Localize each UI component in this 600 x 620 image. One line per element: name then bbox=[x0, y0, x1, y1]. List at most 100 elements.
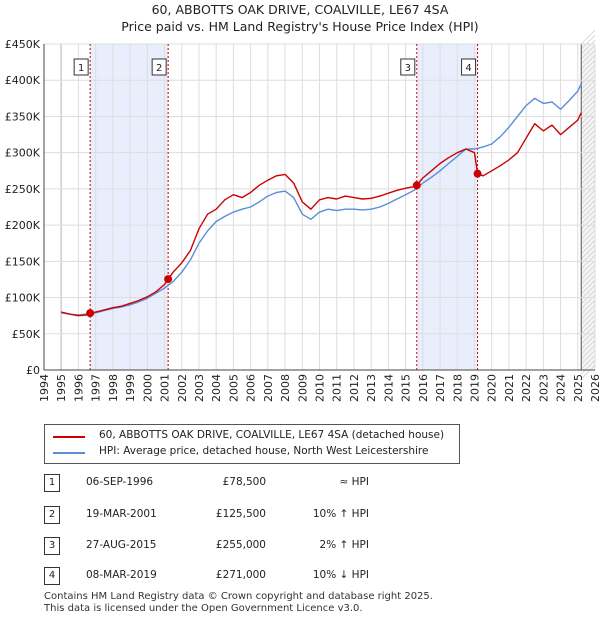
hatch-line bbox=[580, 189, 596, 205]
hatch-line bbox=[580, 239, 596, 255]
price-chart: 1 2 3 4 £0 £50K £100K £150K £200K £250K £300K £350… bbox=[5, 29, 600, 402]
hatch-line bbox=[580, 269, 596, 285]
hatch-line bbox=[580, 129, 596, 145]
hatch-line bbox=[580, 304, 596, 320]
y-tick-label: £350K bbox=[5, 110, 41, 123]
x-tick-label: 2011 bbox=[331, 374, 344, 402]
hatch-line bbox=[580, 364, 596, 380]
x-tick-label: 2023 bbox=[537, 374, 550, 402]
hatch-line bbox=[580, 34, 596, 50]
hatch-line bbox=[580, 359, 596, 375]
x-tick-label: 1999 bbox=[124, 374, 137, 402]
chart-subtitle: Price paid vs. HM Land Registry's House … bbox=[121, 19, 479, 34]
transaction-row: 4 08-MAR-2019 £271,000 10% ↓ HPI bbox=[44, 567, 564, 589]
sale-point bbox=[164, 275, 173, 284]
x-tick-label: 2005 bbox=[227, 374, 240, 402]
x-tick-label: 2015 bbox=[400, 374, 413, 402]
x-tick-label: 2004 bbox=[210, 374, 223, 402]
x-tick-label: 2003 bbox=[193, 374, 206, 402]
hatch-line bbox=[580, 174, 596, 190]
transaction-price: £78,500 bbox=[222, 476, 266, 488]
hatch-line bbox=[580, 329, 596, 345]
hatch-line bbox=[580, 209, 596, 225]
hatch-line bbox=[580, 274, 596, 290]
sale-label: 1 bbox=[78, 63, 84, 74]
hatch-line bbox=[580, 234, 596, 250]
hatch-line bbox=[580, 169, 596, 185]
sale-point bbox=[473, 169, 482, 178]
x-tick-label: 2019 bbox=[468, 374, 481, 402]
transaction-date: 06-SEP-1996 bbox=[86, 476, 154, 488]
hatch-line bbox=[580, 219, 596, 235]
sale-label-box bbox=[151, 58, 167, 76]
hatch-line bbox=[580, 284, 596, 300]
sale-label-box bbox=[461, 58, 477, 76]
hatch-line bbox=[580, 334, 596, 350]
y-tick-label: £150K bbox=[5, 255, 41, 268]
footer-copyright: Contains HM Land Registry data © Crown c… bbox=[44, 591, 433, 602]
transaction-number: 1 bbox=[44, 474, 60, 492]
transaction-row: 3 27-AUG-2015 £255,000 2% ↑ HPI bbox=[44, 537, 564, 559]
x-tick-label: 2001 bbox=[159, 374, 172, 402]
hatch-line bbox=[580, 194, 596, 210]
hatch-line bbox=[580, 164, 596, 180]
hatch-line bbox=[580, 254, 596, 270]
y-tick-label: £200K bbox=[5, 219, 41, 232]
hatch-line bbox=[580, 159, 596, 175]
hatch-line bbox=[580, 79, 596, 95]
hatch-line bbox=[580, 339, 596, 355]
x-tick-label: 2012 bbox=[348, 374, 361, 402]
transaction-hpi-relation: ≈ HPI bbox=[339, 476, 369, 488]
transaction-hpi-relation: 2% ↑ HPI bbox=[319, 539, 369, 551]
x-tick-label: 2024 bbox=[555, 374, 568, 402]
hatch-line bbox=[580, 349, 596, 365]
legend-swatch-hpi bbox=[53, 452, 85, 454]
x-tick-label: 2016 bbox=[417, 374, 430, 402]
sale-point bbox=[86, 309, 95, 318]
x-tick-label: 1998 bbox=[107, 374, 120, 402]
footer-license: This data is licensed under the Open Gov… bbox=[44, 603, 363, 614]
x-tick-label: 2020 bbox=[486, 374, 499, 402]
y-tick-label: £100K bbox=[5, 292, 41, 305]
hatch-line bbox=[580, 64, 596, 80]
hatch-line bbox=[580, 54, 596, 70]
legend-swatch-property bbox=[53, 436, 85, 438]
x-tick-label: 2006 bbox=[245, 374, 258, 402]
x-tick-label: 2017 bbox=[434, 374, 447, 402]
legend-label-hpi: HPI: Average price, detached house, Nort… bbox=[99, 445, 429, 457]
sale-label: 4 bbox=[465, 63, 471, 74]
y-tick-label: £450K bbox=[5, 38, 41, 51]
x-tick-label: 2025 bbox=[572, 374, 585, 402]
hatch-line bbox=[580, 299, 596, 315]
legend: 60, ABBOTTS OAK DRIVE, COALVILLE, LE67 4… bbox=[44, 424, 460, 464]
hatch-line bbox=[580, 224, 596, 240]
x-tick-label: 2014 bbox=[382, 374, 395, 402]
hatch-line bbox=[580, 309, 596, 325]
x-tick-label: 1994 bbox=[38, 374, 51, 402]
hatch-line bbox=[580, 89, 596, 105]
shaded-period bbox=[90, 44, 169, 370]
x-tick-label: 2022 bbox=[520, 374, 533, 402]
transaction-date: 08-MAR-2019 bbox=[86, 569, 157, 581]
hatch-line bbox=[580, 204, 596, 220]
hatch-line bbox=[580, 259, 596, 275]
transaction-number: 4 bbox=[44, 567, 60, 585]
hatch-line bbox=[580, 344, 596, 360]
x-tick-label: 2007 bbox=[262, 374, 275, 402]
hatch-line bbox=[580, 154, 596, 170]
hatch-line bbox=[580, 74, 596, 90]
x-tick-label: 2018 bbox=[451, 374, 464, 402]
hatch-line bbox=[580, 199, 596, 215]
hatch-line bbox=[580, 324, 596, 340]
hatch-line bbox=[580, 39, 596, 55]
sale-label-box bbox=[73, 58, 89, 76]
hatch-line bbox=[580, 214, 596, 230]
hatch-line bbox=[580, 134, 596, 150]
transaction-hpi-relation: 10% ↑ HPI bbox=[312, 508, 369, 520]
legend-label-property: 60, ABBOTTS OAK DRIVE, COALVILLE, LE67 4… bbox=[99, 429, 445, 441]
hatch-line bbox=[580, 184, 596, 200]
hatch-line bbox=[580, 84, 596, 100]
transaction-price: £255,000 bbox=[215, 539, 266, 551]
x-tick-label: 2010 bbox=[314, 374, 327, 402]
shaded-period bbox=[416, 44, 478, 370]
